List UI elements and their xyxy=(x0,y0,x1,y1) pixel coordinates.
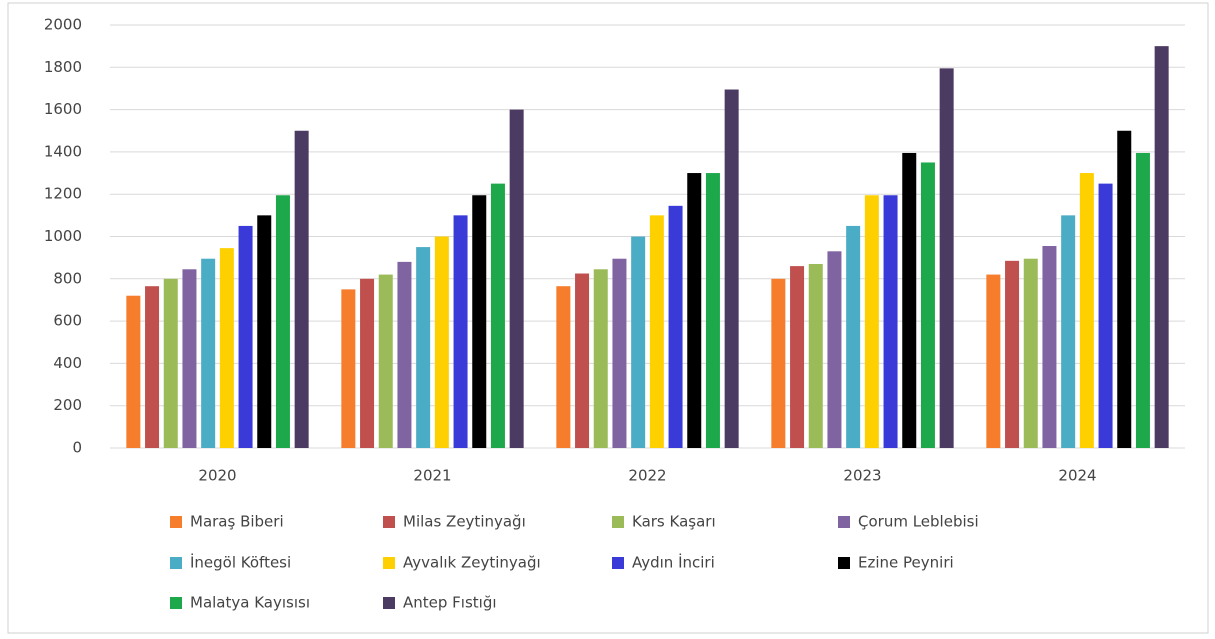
bar xyxy=(1061,215,1076,448)
legend-label: Ezine Peyniri xyxy=(858,554,954,572)
bar xyxy=(668,205,683,448)
bar xyxy=(705,173,720,449)
x-tick-label: 2020 xyxy=(198,467,236,485)
bar xyxy=(294,130,309,448)
legend-label: Maraş Biberi xyxy=(190,513,284,531)
bar xyxy=(771,278,786,448)
y-tick-label: 1800 xyxy=(44,58,82,76)
bar xyxy=(163,278,178,448)
bar xyxy=(397,261,412,448)
y-tick-label: 1600 xyxy=(44,100,82,118)
bar xyxy=(612,258,627,448)
legend-label: Ayvalık Zeytinyağı xyxy=(403,554,541,572)
bar xyxy=(808,263,823,448)
bar xyxy=(219,248,234,448)
bar xyxy=(275,195,290,448)
x-tick-label: 2023 xyxy=(843,467,881,485)
legend-label: Kars Kaşarı xyxy=(632,513,716,531)
bar xyxy=(687,173,702,449)
bar xyxy=(1005,260,1020,448)
y-tick-label: 2000 xyxy=(44,16,82,34)
bar xyxy=(201,258,216,448)
bar xyxy=(434,236,449,448)
bar xyxy=(864,195,879,448)
y-tick-label: 400 xyxy=(53,354,82,372)
y-tick-label: 800 xyxy=(53,269,82,287)
bar xyxy=(790,266,805,448)
y-tick-label: 1400 xyxy=(44,142,82,160)
bar xyxy=(341,289,356,448)
bar xyxy=(649,215,664,448)
y-tick-label: 0 xyxy=(72,439,82,457)
legend-label: Malatya Kayısısı xyxy=(190,594,310,612)
bar xyxy=(126,295,141,448)
bar xyxy=(575,273,590,448)
legend-label: Milas Zeytinyağı xyxy=(403,513,526,531)
bar xyxy=(416,247,431,448)
x-tick-label: 2024 xyxy=(1058,467,1096,485)
legend-swatch xyxy=(612,557,624,569)
legend-swatch xyxy=(838,516,850,528)
bar xyxy=(1098,183,1113,448)
y-tick-label: 600 xyxy=(53,312,82,330)
legend-swatch xyxy=(383,557,395,569)
bar xyxy=(846,225,861,448)
bar xyxy=(472,195,487,448)
bar xyxy=(920,162,935,448)
bar xyxy=(1079,173,1094,449)
bar xyxy=(360,278,375,448)
bar xyxy=(986,274,1001,448)
legend-swatch xyxy=(170,557,182,569)
bar xyxy=(378,274,393,448)
bar xyxy=(1042,246,1057,448)
bar xyxy=(827,251,842,448)
bar xyxy=(939,68,954,449)
legend-swatch xyxy=(383,516,395,528)
bar xyxy=(902,152,917,448)
x-tick-label: 2022 xyxy=(628,467,666,485)
bar xyxy=(490,183,505,448)
legend-swatch xyxy=(170,597,182,609)
y-tick-label: 1200 xyxy=(44,185,82,203)
bar xyxy=(238,225,253,448)
bar xyxy=(631,236,646,448)
bar xyxy=(257,215,272,448)
bar xyxy=(724,89,739,448)
legend-swatch xyxy=(170,516,182,528)
bar xyxy=(1023,258,1038,448)
legend-swatch xyxy=(838,557,850,569)
legend-label: İnegöl Köftesi xyxy=(190,553,291,572)
legend-swatch xyxy=(383,597,395,609)
bar xyxy=(883,195,898,448)
bar xyxy=(1135,152,1150,448)
y-tick-label: 200 xyxy=(53,396,82,414)
y-tick-label: 1000 xyxy=(44,227,82,245)
bar xyxy=(509,109,524,448)
bar xyxy=(453,215,468,448)
legend-swatch xyxy=(612,516,624,528)
bar xyxy=(593,269,608,448)
legend-label: Aydın İnciri xyxy=(632,553,715,572)
legend-label: Antep Fıstığı xyxy=(403,594,497,612)
bar xyxy=(556,286,571,448)
legend-label: Çorum Leblebisi xyxy=(858,513,979,531)
x-tick-label: 2021 xyxy=(413,467,451,485)
bar xyxy=(145,286,160,448)
bar xyxy=(182,269,197,448)
bar xyxy=(1117,130,1132,448)
bar xyxy=(1154,46,1169,449)
